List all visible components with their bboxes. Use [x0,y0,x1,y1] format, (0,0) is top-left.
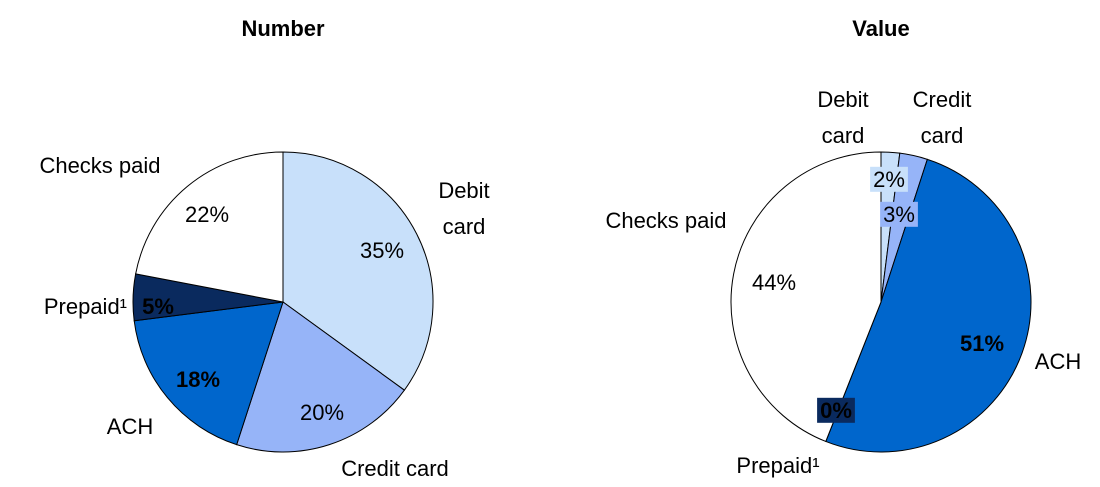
value-label: 44% [752,270,796,295]
slice-label: Checks paid [39,153,160,178]
value-label: 2% [873,167,905,192]
slice-label: Debit card [438,178,489,239]
pie-slice [236,301,406,453]
value-label: 18% [176,367,220,392]
value-label: 0% [820,398,852,423]
chart-title: Number [241,16,325,41]
slice-label: Debit card [817,87,868,148]
slice-label: Prepaid¹ [44,294,127,319]
pie-slice [282,151,434,391]
slice-label: Checks paid [605,208,726,233]
value-label: 20% [300,400,344,425]
slice-label: ACH [107,414,153,439]
slice-label: ACH [1035,349,1081,374]
pie-slice [730,151,882,443]
slice-label: Prepaid¹ [736,453,819,478]
slice-label: Credit card [341,456,449,481]
value-label-bg [817,397,855,423]
slice-label: Credit card [913,87,972,148]
value-label: 22% [185,202,229,227]
value-label: 5% [142,294,174,319]
value-label-bg [870,166,908,192]
pie-slice [135,151,284,303]
pie-slice [825,158,1032,453]
chart-title: Value [852,16,909,41]
value-label-bg [880,201,918,227]
pie-slice [133,301,284,446]
value-label: 51% [960,331,1004,356]
value-label: 35% [360,238,404,263]
value-label: 3% [883,202,915,227]
